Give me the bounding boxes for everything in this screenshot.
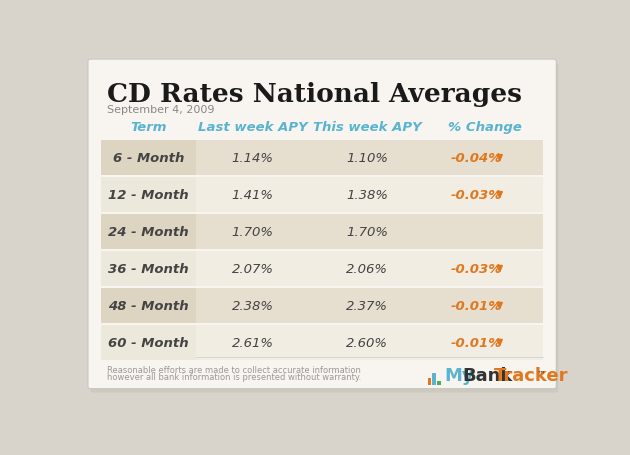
Text: Tracker: Tracker	[493, 366, 568, 384]
Polygon shape	[497, 192, 502, 198]
Text: 24 - Month: 24 - Month	[108, 226, 189, 238]
Text: 2.38%: 2.38%	[231, 299, 273, 312]
Bar	[101, 214, 543, 250]
Text: 1.70%: 1.70%	[346, 226, 388, 238]
Bar	[437, 381, 440, 385]
Text: 2.60%: 2.60%	[346, 336, 388, 349]
Text: ™: ™	[537, 369, 545, 378]
Text: CD Rates National Averages: CD Rates National Averages	[108, 82, 522, 107]
Bar	[101, 288, 543, 324]
Text: 1.38%: 1.38%	[346, 189, 388, 202]
Text: -0.01%: -0.01%	[451, 336, 503, 349]
Polygon shape	[497, 266, 502, 272]
Bar	[101, 214, 196, 250]
Polygon shape	[497, 155, 502, 162]
Bar	[428, 378, 432, 385]
Text: 2.61%: 2.61%	[231, 336, 273, 349]
Bar	[101, 325, 543, 360]
Text: Last week APY: Last week APY	[198, 120, 307, 133]
Text: 2.07%: 2.07%	[231, 263, 273, 275]
Bar	[101, 288, 196, 324]
Text: 2.06%: 2.06%	[346, 263, 388, 275]
Text: 1.14%: 1.14%	[231, 152, 273, 165]
Text: Bank: Bank	[462, 366, 513, 384]
Text: -0.01%: -0.01%	[451, 299, 503, 312]
Text: -0.03%: -0.03%	[451, 189, 503, 202]
Text: This week APY: This week APY	[313, 120, 421, 133]
FancyBboxPatch shape	[90, 64, 558, 393]
Bar	[101, 177, 196, 213]
Text: Term: Term	[130, 120, 167, 133]
Text: -0.03%: -0.03%	[451, 263, 503, 275]
Text: September 4, 2009: September 4, 2009	[108, 105, 215, 115]
FancyBboxPatch shape	[88, 60, 556, 389]
Bar	[101, 141, 543, 176]
Polygon shape	[497, 303, 502, 309]
Text: however all bank information is presented without warranty.: however all bank information is presente…	[108, 373, 362, 382]
Bar	[101, 251, 543, 287]
Text: 2.37%: 2.37%	[346, 299, 388, 312]
Polygon shape	[497, 339, 502, 346]
Text: 12 - Month: 12 - Month	[108, 189, 189, 202]
Text: 60 - Month: 60 - Month	[108, 336, 189, 349]
Bar	[101, 141, 196, 176]
Text: 1.10%: 1.10%	[346, 152, 388, 165]
Bar	[101, 251, 196, 287]
Bar	[101, 325, 196, 360]
Text: 36 - Month: 36 - Month	[108, 263, 189, 275]
Text: 1.70%: 1.70%	[231, 226, 273, 238]
Bar	[101, 177, 543, 213]
Bar	[432, 373, 436, 385]
Text: % Change: % Change	[447, 120, 522, 133]
Text: -0.04%: -0.04%	[451, 152, 503, 165]
Text: 6 - Month: 6 - Month	[113, 152, 185, 165]
Text: 1.41%: 1.41%	[231, 189, 273, 202]
Text: My: My	[445, 366, 474, 384]
Text: 48 - Month: 48 - Month	[108, 299, 189, 312]
Text: Reasonable efforts are made to collect accurate information: Reasonable efforts are made to collect a…	[108, 365, 361, 374]
